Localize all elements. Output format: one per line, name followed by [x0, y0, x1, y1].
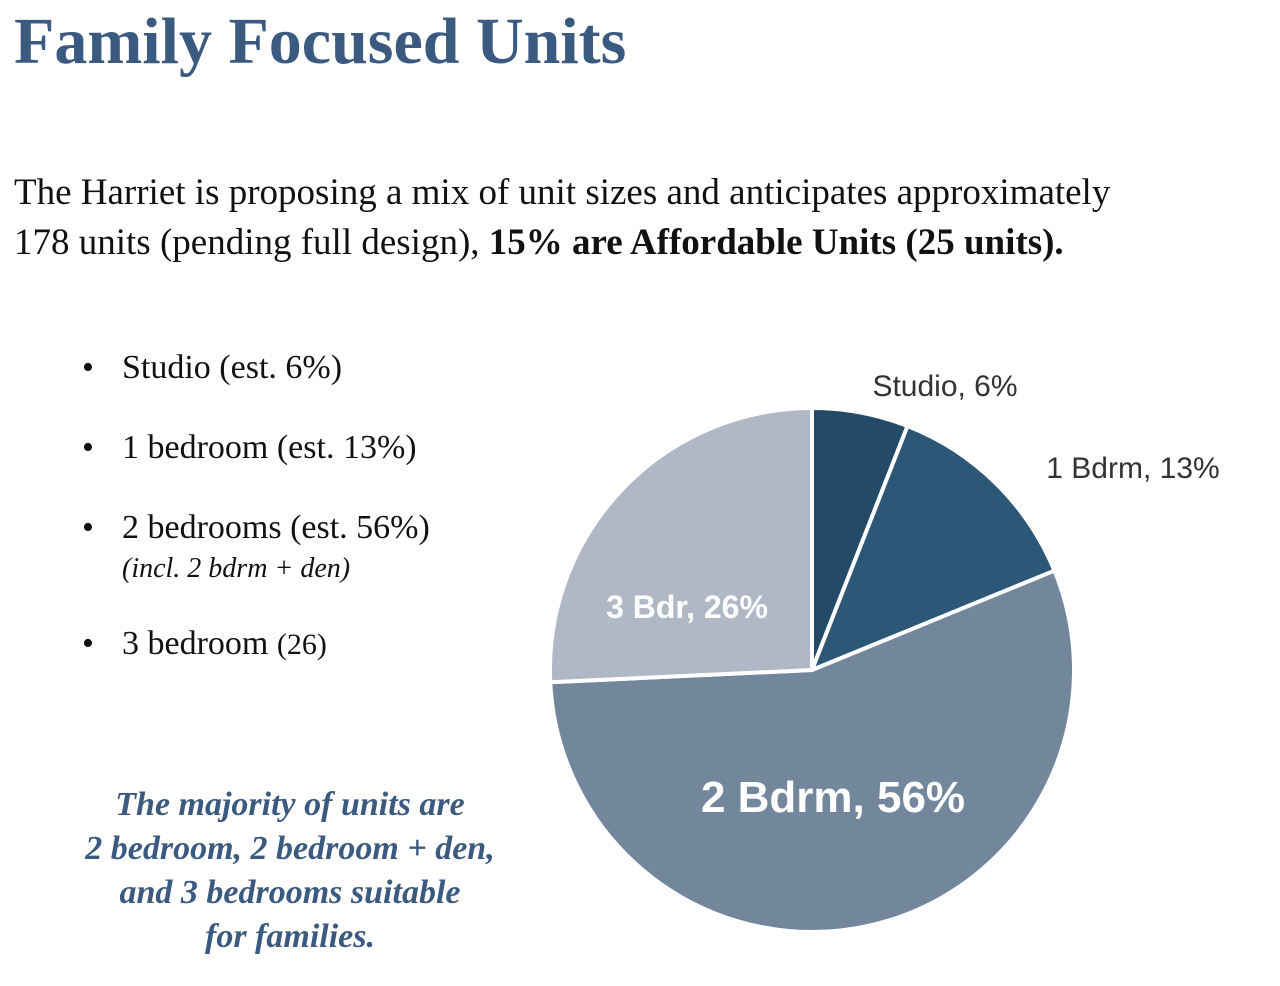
list-item-note: (incl. 2 bdrm + den): [122, 553, 351, 584]
intro-affordable-highlight: 15% are Affordable Units (25 units).: [488, 222, 1064, 263]
list-item-3-bedroom: • 3 bedroom (26): [82, 621, 430, 668]
bullet-icon: •: [82, 509, 94, 546]
callout-line: and 3 bedrooms suitable: [119, 874, 461, 911]
list-item-studio: • Studio (est. 6%): [82, 345, 430, 391]
page-title: Family Focused Units: [14, 5, 627, 78]
intro-paragraph: The Harriet is proposing a mix of unit s…: [14, 168, 1264, 268]
pie-slice-2-bdrm: [548, 568, 1076, 934]
bullet-icon: •: [82, 429, 94, 466]
callout-line: for families.: [205, 918, 375, 955]
list-item-label: 3 bedroom: [122, 625, 277, 662]
pie-label-1-bdrm: 1 Bdrm, 13%: [1046, 452, 1219, 485]
list-item-1-bedroom: • 1 bedroom (est. 13%): [82, 425, 430, 471]
callout-line: 2 bedroom, 2 bedroom + den,: [85, 830, 495, 867]
list-item-label: Studio (est. 6%): [122, 349, 343, 386]
list-item-2-bedrooms: • 2 bedrooms (est. 56%) (incl. 2 bdrm + …: [82, 505, 430, 587]
intro-line-1: The Harriet is proposing a mix of unit s…: [14, 172, 1111, 213]
pie-slice-1-bdrm: [810, 424, 1057, 672]
pie-label-studio: Studio, 6%: [872, 370, 1017, 403]
intro-line-2: 178 units (pending full design),: [14, 222, 489, 263]
bullet-icon: •: [82, 625, 94, 662]
callout-line: The majority of units are: [115, 786, 465, 823]
pie-label-2-bdrm: 2 Bdrm, 56%: [701, 773, 965, 822]
bullet-icon: •: [82, 349, 94, 386]
list-item-label: 2 bedrooms (est. 56%): [122, 509, 430, 546]
pie-label-3-bdr: 3 Bdr, 26%: [606, 589, 768, 625]
pie-slice-3-bdr: [548, 406, 814, 685]
families-callout: The majority of units are 2 bedroom, 2 b…: [40, 783, 540, 959]
list-item-extra: (26): [276, 628, 327, 661]
list-item-label: 1 bedroom (est. 13%): [122, 429, 417, 466]
unit-mix-list: • Studio (est. 6%) • 1 bedroom (est. 13%…: [82, 345, 430, 668]
